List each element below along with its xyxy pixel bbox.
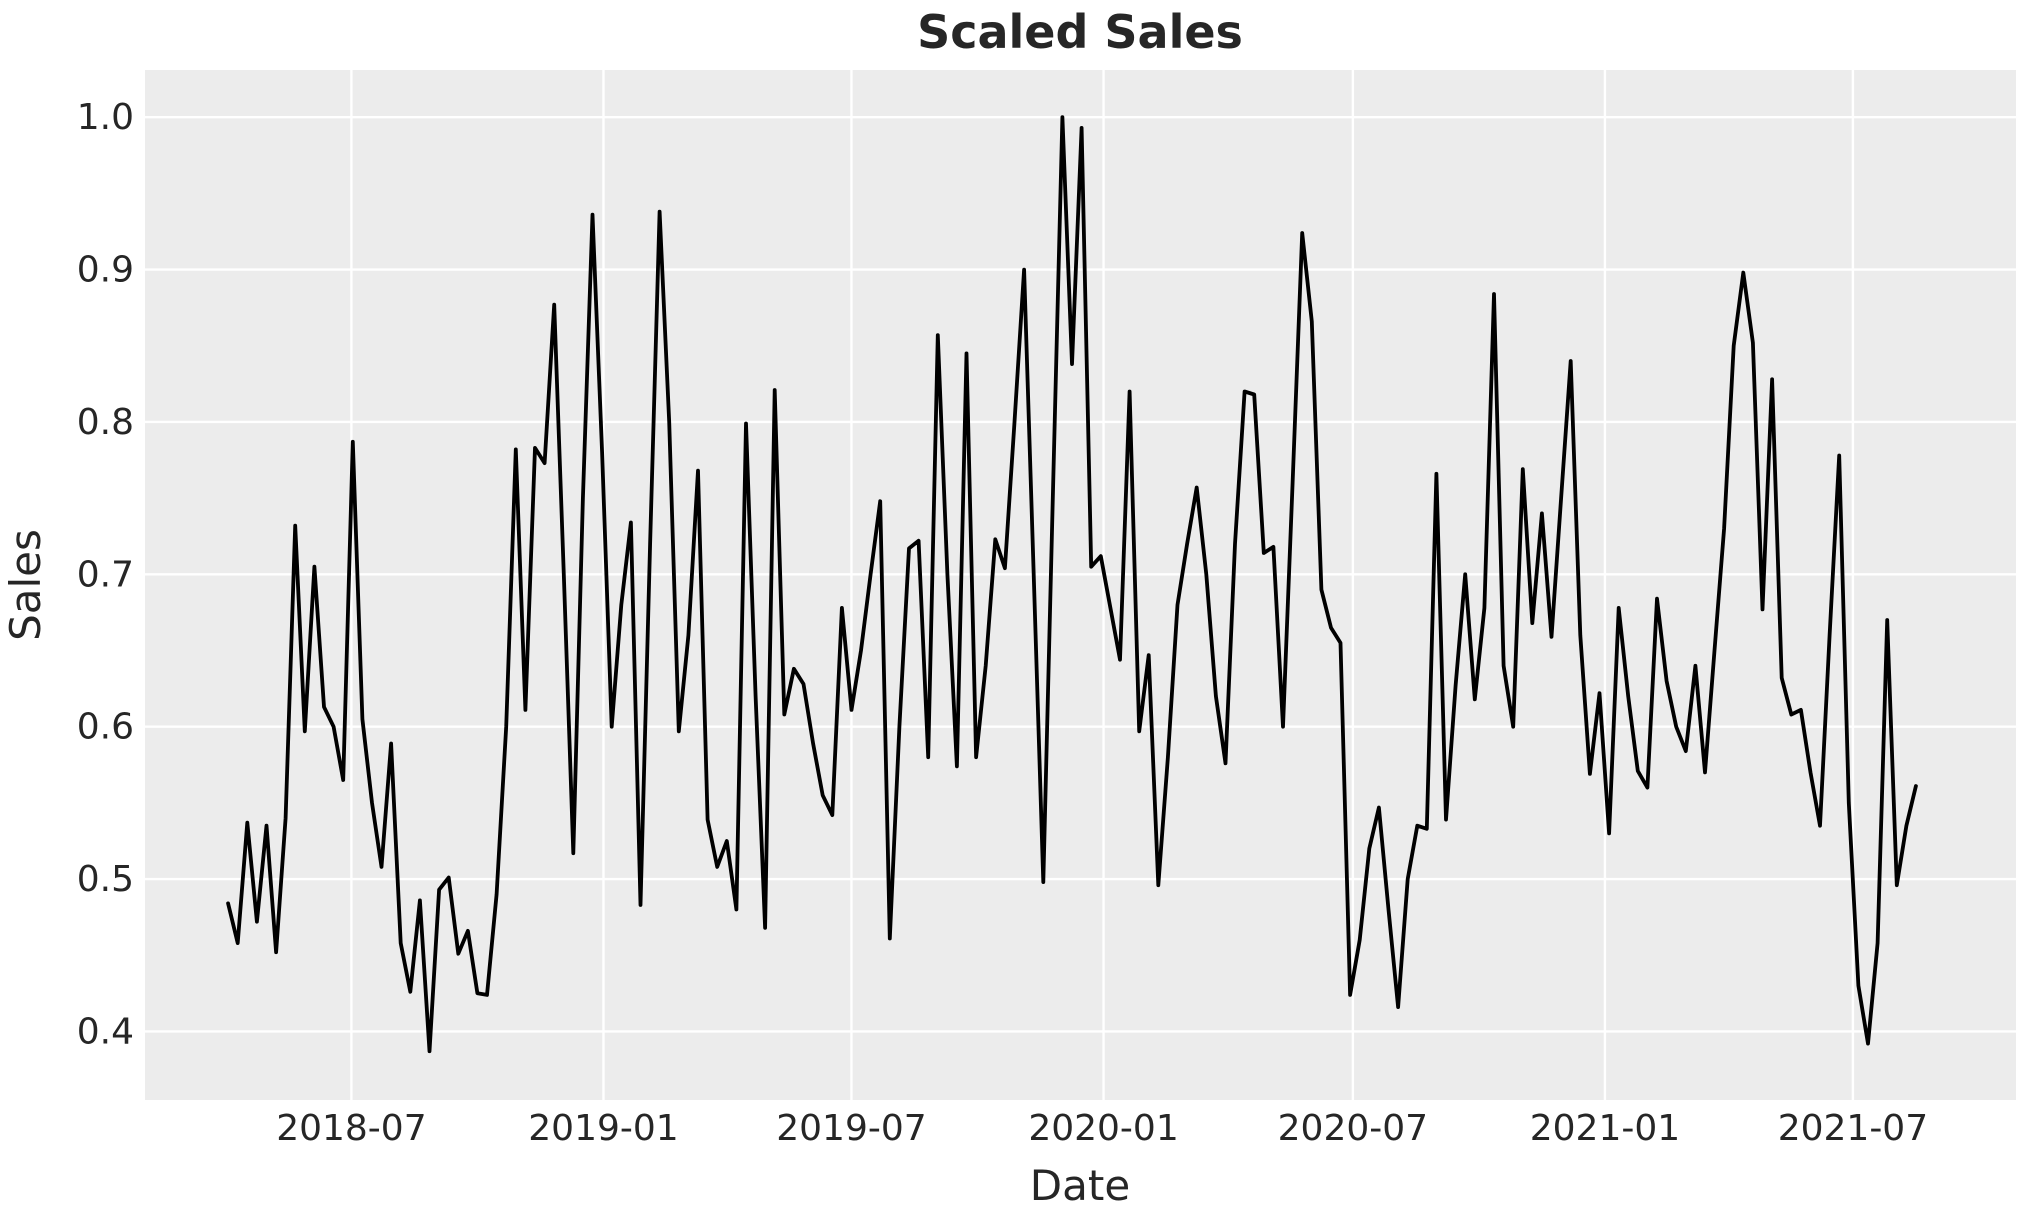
y-axis-tick-labels: 0.4 0.5 0.6 0.7 0.8 0.9 1.0 [77,97,134,1052]
y-tick-label: 0.7 [77,554,134,595]
y-tick-label: 0.4 [77,1011,134,1052]
sales-line [226,115,1918,1054]
gridlines [145,70,2016,1100]
chart-title: Scaled Sales [917,5,1243,59]
x-tick-label: 2019-01 [528,1108,678,1149]
x-tick-label: 2020-07 [1278,1108,1428,1149]
x-tick-label: 2021-07 [1778,1108,1928,1149]
x-tick-label: 2020-01 [1028,1108,1178,1149]
y-tick-label: 1.0 [77,97,134,138]
y-tick-label: 0.8 [77,402,134,443]
plot-area [145,70,2016,1100]
y-tick-label: 0.5 [77,859,134,900]
x-tick-label: 2021-01 [1530,1108,1680,1149]
x-tick-label: 2019-07 [776,1108,926,1149]
x-axis-label: Date [1030,1161,1130,1210]
x-tick-label: 2018-07 [276,1108,426,1149]
x-axis-tick-labels: 2018-07 2019-01 2019-07 2020-01 2020-07 2021-… [276,1108,1928,1149]
y-tick-label: 0.6 [77,707,134,748]
y-axis-label: Sales [1,529,50,641]
y-tick-label: 0.9 [77,250,134,291]
